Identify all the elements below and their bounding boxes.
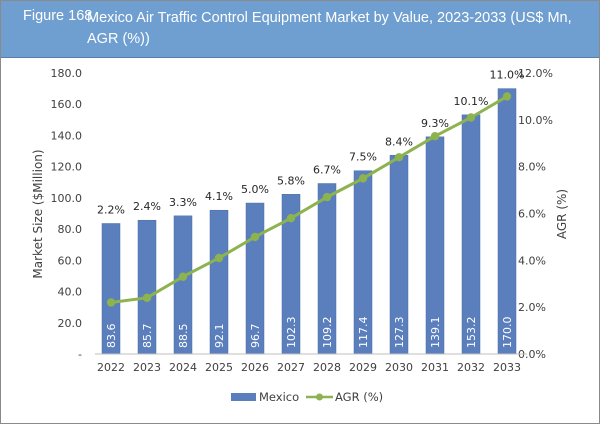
y2-tick-label: 0.0%: [518, 348, 546, 361]
bar-value-label: 117.4: [357, 317, 370, 349]
agr-value-label: 8.4%: [385, 135, 413, 148]
bar-value-label: 96.7: [249, 324, 262, 349]
agr-point-2032: [466, 113, 476, 122]
agr-polyline: [110, 95, 508, 304]
bar-value-label: 85.7: [141, 324, 154, 349]
agr-point-2030: [394, 153, 404, 162]
y2-tick-label: 4.0%: [518, 254, 546, 267]
bar-value-label: 170.0: [501, 317, 514, 349]
bar-2033: [497, 88, 517, 355]
figure-header: Figure 168 Mexico Air Traffic Control Eq…: [1, 1, 599, 58]
y2-tick-label: 8.0%: [518, 161, 546, 174]
legend-swatch-mexico: [231, 393, 256, 401]
agr-point-2027: [286, 213, 296, 223]
bar-value-label: 153.2: [465, 317, 478, 349]
agr-value-label: 4.1%: [205, 190, 233, 203]
agr-point-2033: [502, 92, 512, 101]
right-axis-ticks: 0.0% 2.0% 4.0% 6.0% 8.0% 10.0% 12.0%: [518, 67, 553, 361]
y-tick-label: 180.0: [51, 67, 83, 80]
x-tick-label: 2033: [493, 361, 521, 374]
y-tick-label: 20.0: [58, 317, 83, 330]
agr-line: [106, 92, 512, 307]
agr-value-label: 6.7%: [313, 164, 341, 177]
bar-value-label: 109.2: [321, 317, 334, 349]
bar-value-label: 102.3: [285, 317, 298, 349]
x-tick-label: 2032: [457, 361, 485, 374]
agr-point-2024: [178, 272, 188, 281]
bars: 83.6 85.7 88.5 92.1 96.7 102.3 109.2 117.4 127.3…: [101, 88, 517, 355]
agr-value-label: 5.0%: [241, 183, 269, 196]
x-tick-label: 2029: [349, 361, 377, 374]
bar-value-label: 127.3: [393, 317, 406, 349]
x-tick-label: 2023: [133, 361, 161, 374]
y2-tick-label: 2.0%: [518, 301, 546, 314]
y2-tick-label: 10.0%: [518, 114, 553, 127]
bar-value-label: 83.6: [105, 324, 118, 349]
legend-swatch-agr-marker: [316, 393, 323, 401]
agr-point-2028: [322, 192, 332, 202]
bar-value-label: 139.1: [429, 317, 442, 349]
legend-label-mexico: Mexico: [259, 390, 299, 404]
legend-label-agr: AGR (%): [335, 390, 383, 404]
y-tick-label: 120.0: [51, 161, 83, 174]
agr-value-label: 11.0%: [490, 69, 525, 82]
y-tick-label: 40.0: [58, 286, 83, 299]
agr-labels: 2.2% 2.4% 3.3% 4.1% 5.0% 5.8% 6.7% 7.5% 8.4% 9.3%…: [97, 69, 524, 217]
agr-value-label: 10.1%: [454, 95, 489, 108]
y-tick-label: 160.0: [51, 98, 83, 111]
bar-value-label: 88.5: [177, 324, 190, 349]
x-tick-label: 2028: [313, 361, 341, 374]
y-tick-label: 100.0: [51, 192, 83, 205]
legend: Mexico AGR (%): [231, 390, 383, 404]
y-tick-label: 140.0: [51, 129, 83, 142]
x-tick-label: 2025: [205, 361, 233, 374]
agr-point-2031: [430, 132, 440, 141]
bar-value-label: 92.1: [213, 324, 226, 349]
agr-value-label: 2.4%: [133, 200, 161, 213]
x-tick-label: 2031: [421, 361, 449, 374]
agr-point-2029: [358, 174, 368, 183]
agr-point-2023: [142, 293, 152, 302]
agr-point-2025: [214, 253, 224, 263]
agr-value-label: 7.5%: [349, 151, 377, 164]
figure-number: Figure 168: [23, 8, 93, 24]
agr-point-2026: [250, 232, 260, 242]
y-axis-title: Market Size ($Million): [31, 149, 45, 278]
agr-point-2022: [106, 298, 116, 307]
x-tick-label: 2030: [385, 361, 413, 374]
x-axis-ticks: 2022 2023 2024 2025 2026 2027 2028 2029 2030 2031…: [97, 361, 521, 374]
agr-value-label: 2.2%: [97, 203, 125, 216]
agr-value-label: 5.8%: [277, 174, 305, 187]
left-axis-ticks: - 20.0 40.0 60.0 80.0 100.0 120.0 140.0 160.0 180…: [51, 67, 83, 361]
x-tick-label: 2027: [277, 361, 305, 374]
x-tick-label: 2026: [241, 361, 269, 374]
y-tick-label: -: [78, 348, 82, 361]
y2-axis-title: AGR (%): [555, 189, 569, 239]
agr-value-label: 9.3%: [421, 117, 449, 130]
y-tick-label: 60.0: [58, 254, 83, 267]
figure-title: Mexico Air Traffic Control Equipment Mar…: [87, 10, 572, 47]
y2-tick-label: 12.0%: [518, 67, 553, 80]
x-tick-label: 2022: [97, 361, 125, 374]
y-tick-label: 80.0: [58, 223, 83, 236]
agr-value-label: 3.3%: [169, 196, 197, 209]
y2-tick-label: 6.0%: [518, 208, 546, 221]
x-tick-label: 2024: [169, 361, 197, 374]
